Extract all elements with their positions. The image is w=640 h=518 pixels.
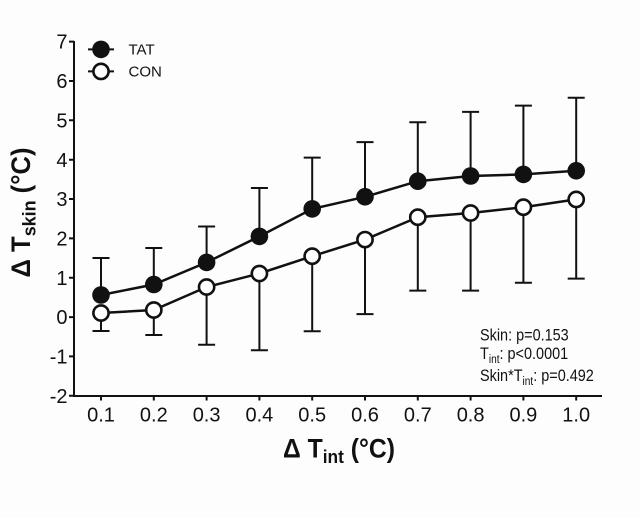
svg-text:TAT: TAT bbox=[129, 42, 155, 59]
svg-text:6: 6 bbox=[56, 71, 67, 93]
svg-text:0.8: 0.8 bbox=[457, 405, 485, 427]
svg-text:0: 0 bbox=[56, 307, 67, 329]
svg-text:0.4: 0.4 bbox=[245, 405, 273, 427]
svg-text:0.7: 0.7 bbox=[404, 405, 432, 427]
svg-text:-2: -2 bbox=[50, 386, 68, 408]
svg-text:3: 3 bbox=[56, 189, 67, 211]
svg-text:2: 2 bbox=[56, 229, 67, 251]
svg-text:0.1: 0.1 bbox=[87, 405, 115, 427]
svg-text:0.3: 0.3 bbox=[193, 405, 221, 427]
svg-text:Skin*Tint: p=0.492: Skin*Tint: p=0.492 bbox=[480, 367, 594, 388]
svg-text:7: 7 bbox=[56, 32, 67, 54]
svg-text:CON: CON bbox=[129, 64, 162, 81]
svg-text:1: 1 bbox=[56, 268, 67, 290]
svg-text:Skin: p=0.153: Skin: p=0.153 bbox=[480, 326, 569, 344]
svg-text:0.2: 0.2 bbox=[140, 405, 168, 427]
svg-text:Tint: p<0.0001: Tint: p<0.0001 bbox=[480, 345, 568, 366]
svg-text:4: 4 bbox=[56, 150, 67, 172]
svg-text:0.9: 0.9 bbox=[509, 405, 537, 427]
svg-text:0.6: 0.6 bbox=[351, 405, 379, 427]
svg-text:0.5: 0.5 bbox=[298, 405, 326, 427]
svg-text:5: 5 bbox=[56, 110, 67, 132]
svg-text:1.0: 1.0 bbox=[562, 405, 590, 427]
svg-text:-1: -1 bbox=[50, 347, 68, 369]
